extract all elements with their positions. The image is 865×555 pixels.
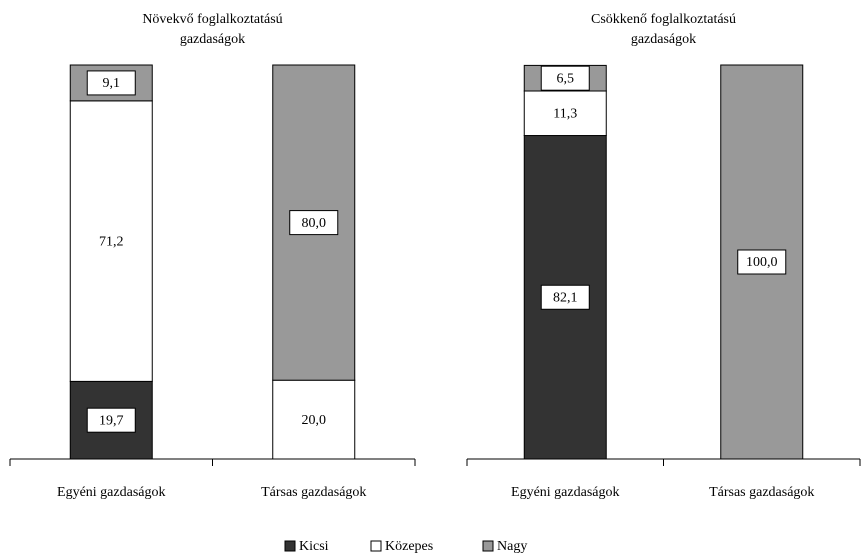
label-box <box>86 407 136 433</box>
chart-title: gazdaságok <box>180 32 245 47</box>
data-label: 100,0 <box>746 255 778 270</box>
data-label: 80,0 <box>302 216 327 231</box>
chart-title: Csökkenő foglalkoztatású <box>591 12 736 27</box>
legend-label: Nagy <box>497 539 527 554</box>
legend-swatch <box>482 540 494 552</box>
data-label: 11,3 <box>553 106 577 121</box>
chart-title: gazdaságok <box>631 32 696 47</box>
data-label: 6,5 <box>557 71 575 86</box>
legend-swatch <box>370 540 382 552</box>
label-box <box>86 70 136 96</box>
label-box <box>540 284 590 310</box>
data-label: 82,1 <box>553 290 578 305</box>
label-box <box>737 249 787 275</box>
bar-segment <box>523 90 607 137</box>
label-box <box>540 65 590 91</box>
x-tick-label: Egyéni gazdaságok <box>511 485 619 500</box>
data-label: 19,7 <box>99 413 124 428</box>
label-box <box>289 210 339 236</box>
data-label: 9,1 <box>103 76 121 91</box>
legend-swatch <box>284 540 296 552</box>
x-tick-label: Egyéni gazdaságok <box>57 485 165 500</box>
legend-label: Kicsi <box>299 539 329 554</box>
data-label: 71,2 <box>99 234 124 249</box>
data-label: 20,0 <box>302 413 327 428</box>
x-tick-label: Társas gazdaságok <box>261 485 366 500</box>
bar-segment <box>272 379 356 460</box>
chart-title: Növekvő foglalkoztatású <box>142 12 282 27</box>
legend-label: Közepes <box>385 539 433 554</box>
x-tick-label: Társas gazdaságok <box>709 485 814 500</box>
